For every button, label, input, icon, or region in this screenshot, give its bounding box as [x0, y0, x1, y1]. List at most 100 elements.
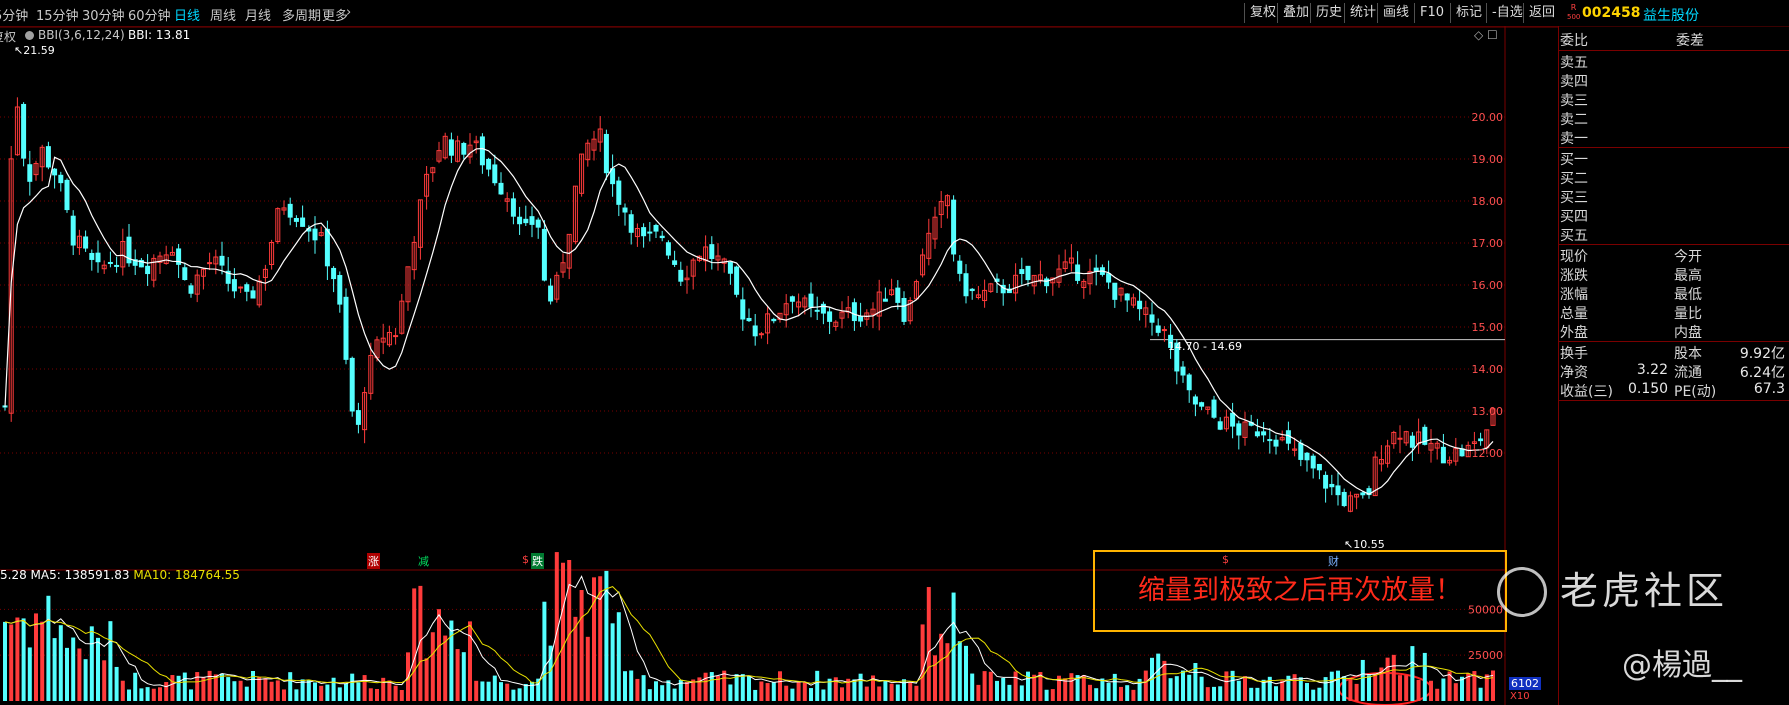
volume-bar: [511, 689, 516, 701]
tab-1[interactable]: 15分钟: [36, 9, 79, 24]
candle-body: [238, 286, 244, 289]
candle-body: [591, 138, 597, 151]
price-label: 19.00: [1472, 153, 1504, 166]
volume-bar: [251, 671, 255, 701]
event-mark-dollar1[interactable]: $: [522, 553, 529, 566]
volume-bar: [722, 670, 727, 701]
toolbar-button-5[interactable]: F10: [1414, 3, 1450, 23]
candle-body: [52, 168, 58, 176]
candle-body: [684, 277, 690, 281]
volume-bar: [1435, 688, 1440, 701]
volume-bar: [480, 681, 485, 701]
candle-body: [765, 313, 771, 334]
volume-bar: [902, 679, 906, 701]
volume-bar: [213, 674, 218, 701]
candle-body: [1465, 444, 1471, 458]
volume-bar: [734, 674, 739, 701]
volume-bar: [1416, 679, 1421, 701]
tab-0[interactable]: 5分钟: [0, 9, 29, 24]
volume-bar: [1230, 670, 1235, 701]
candle-body: [585, 142, 591, 161]
event-mark-cai[interactable]: 财: [1328, 555, 1339, 568]
toolbar-button-2[interactable]: 历史: [1310, 3, 1344, 23]
price-axis: 20.00 19.00 18.00 17.00 16.00 15.00 14.00 13.00…: [1472, 111, 1504, 460]
candle-body: [45, 146, 51, 168]
stock-name[interactable]: 益生股份: [1643, 8, 1699, 24]
row-value-1: 3.22: [1636, 362, 1668, 378]
candle-body: [424, 173, 430, 197]
candle-body: [1378, 459, 1384, 465]
tab-4[interactable]: 日线: [174, 9, 201, 24]
candle-body: [535, 219, 541, 228]
volume-bar: [1391, 654, 1396, 701]
volume-bar: [1274, 686, 1278, 701]
volume-bar: [89, 626, 94, 701]
candle-body: [1273, 439, 1279, 447]
candle-body: [1205, 406, 1211, 410]
candle-body: [833, 321, 839, 327]
volume-bar: [331, 677, 336, 701]
volume-label: 25000: [1468, 649, 1503, 662]
toolbar-button-3[interactable]: 统计: [1344, 3, 1377, 23]
candle-body: [1447, 459, 1453, 464]
volume-bar: [629, 670, 634, 701]
tab-8[interactable]: 更多: [322, 9, 349, 24]
toolbar-button-7[interactable]: -自选: [1486, 3, 1523, 23]
badge-500: 500: [1567, 13, 1581, 21]
tab-2[interactable]: 30分钟: [82, 9, 125, 24]
fuquan-label[interactable]: 复权: [0, 30, 17, 44]
candle-body: [951, 199, 957, 255]
candle-body: [448, 139, 454, 156]
volume-bar: [430, 632, 435, 701]
candle-body: [1025, 265, 1031, 281]
tab-5[interactable]: 周线: [210, 9, 237, 24]
candle-body: [1453, 448, 1459, 462]
chart-settings-icon[interactable]: ◇ ☐: [1474, 28, 1498, 42]
stock-code: 002458: [1582, 5, 1641, 21]
tab-3[interactable]: 60分钟: [128, 9, 171, 24]
volume-bar: [840, 687, 844, 701]
candle-body: [1124, 293, 1130, 301]
volume-bar: [189, 689, 193, 701]
event-mark-jian[interactable]: 减: [418, 555, 429, 568]
kline-chart[interactable]: 20.00 19.00 18.00 17.00 16.00 15.00 14.00 13.00…: [0, 26, 1558, 705]
candle-body: [486, 158, 492, 170]
toolbar-button-8[interactable]: 返回: [1523, 3, 1557, 23]
row-label: 换手: [1560, 346, 1588, 362]
volume-bar: [771, 682, 776, 701]
toolbar-button-1[interactable]: 叠加: [1277, 3, 1310, 23]
candle-body: [678, 269, 684, 282]
candle-body: [76, 235, 82, 249]
weicha-label: 委差: [1676, 33, 1704, 49]
chevron-right-icon[interactable]: ›: [346, 5, 352, 20]
volume-bar: [1026, 671, 1030, 701]
candle-body: [579, 153, 585, 194]
volume-bar: [1354, 683, 1359, 701]
candle-body: [1261, 431, 1267, 436]
volume-bar: [46, 595, 51, 701]
volume-bar: [461, 652, 466, 701]
candle-body: [895, 287, 901, 303]
event-mark-zhang[interactable]: 涨: [367, 553, 380, 569]
volume-bar: [827, 678, 832, 701]
candle-body: [814, 309, 820, 312]
candle-body: [1155, 325, 1161, 333]
volume-bar: [1137, 678, 1142, 701]
volume-bar: [201, 676, 206, 701]
tab-6[interactable]: 月线: [245, 9, 272, 24]
tab-7[interactable]: 多周期: [282, 9, 322, 24]
candle-body: [1161, 329, 1167, 332]
volume-bar: [437, 609, 441, 701]
candle-body: [1223, 416, 1229, 430]
candle-body: [380, 337, 386, 343]
indicator-name[interactable]: BBI(3,6,12,24): [38, 28, 125, 42]
event-mark-dollar2[interactable]: $: [1222, 553, 1229, 566]
toolbar-button-0[interactable]: 复权: [1244, 3, 1277, 23]
toolbar-button-4[interactable]: 画线: [1377, 3, 1414, 23]
toolbar-button-6[interactable]: 标记: [1450, 3, 1486, 23]
event-mark-die[interactable]: 跌: [531, 553, 544, 569]
candle-body: [1298, 442, 1304, 460]
volume-bar: [375, 688, 379, 701]
candle-body: [1112, 282, 1118, 300]
volume-bar: [492, 675, 497, 701]
